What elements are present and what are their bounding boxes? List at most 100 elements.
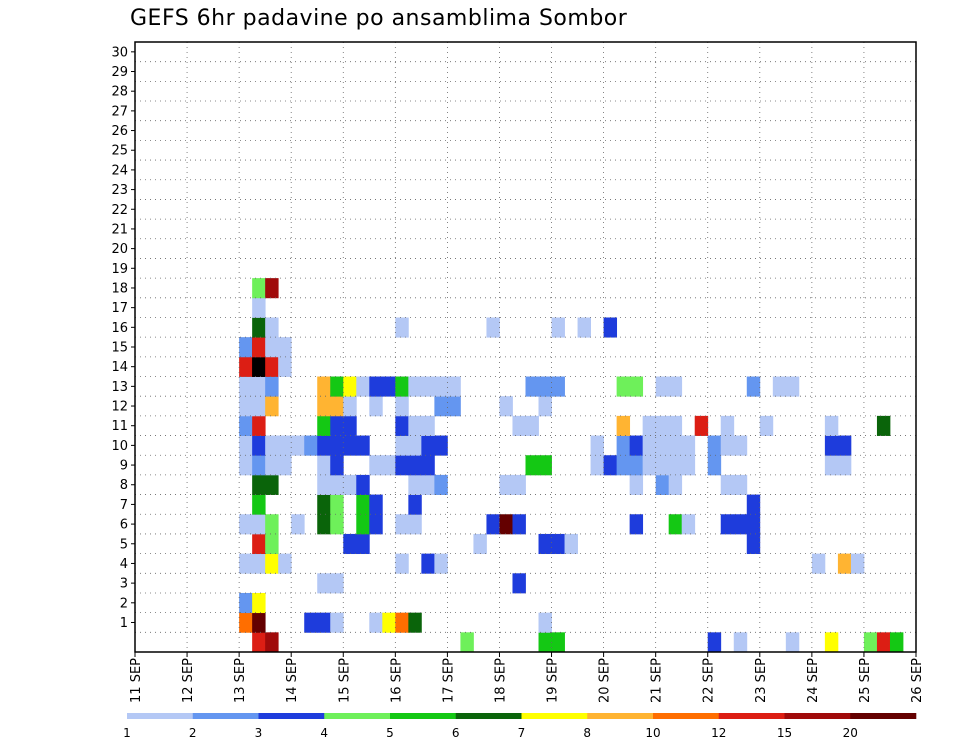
heatmap-cell: [837, 553, 852, 574]
heatmap-cell: [369, 455, 383, 476]
heatmap-cell: [356, 514, 370, 535]
heatmap-cell: [447, 376, 461, 397]
colorbar-label: 20: [843, 726, 858, 740]
heatmap-cell: [434, 474, 448, 495]
heatmap-cell: [551, 317, 565, 338]
heatmap-cell: [265, 435, 279, 456]
heatmap-cell: [317, 376, 331, 397]
heatmap-cell: [252, 612, 266, 633]
heatmap-cell: [434, 553, 448, 574]
heatmap-cell: [655, 415, 670, 436]
heatmap-cell: [889, 632, 904, 653]
heatmap-cell: [343, 415, 357, 436]
heatmap-cell: [252, 396, 266, 417]
heatmap-cell: [811, 553, 826, 574]
y-tick-label: 2: [120, 596, 128, 611]
heatmap-cell: [356, 435, 370, 456]
heatmap-cell: [746, 533, 761, 555]
heatmap-cell: [616, 455, 631, 476]
y-tick-labels: 1234567891011121314151617181920212223242…: [111, 45, 135, 631]
heatmap-cell: [525, 455, 539, 476]
heatmap-cell: [538, 376, 552, 397]
heatmap-cell: [408, 376, 422, 397]
x-tick-label: 19 SEP: [546, 658, 561, 703]
heatmap-cell: [356, 474, 370, 495]
y-tick-label: 12: [111, 400, 128, 415]
x-tick-label: 18 SEP: [493, 658, 508, 703]
heatmap-cell: [317, 415, 331, 436]
heatmap-cell: [655, 376, 670, 397]
heatmap-cell: [590, 435, 604, 456]
heatmap-cell: [239, 553, 253, 574]
heatmap-cell: [252, 317, 266, 338]
heatmap-cell: [265, 317, 279, 338]
heatmap-cell: [668, 415, 683, 436]
heatmap-cell: [694, 415, 709, 436]
heatmap-cell: [421, 376, 435, 397]
colorbar-label: 7: [518, 726, 526, 740]
heatmap-cell: [473, 533, 487, 555]
heatmap-cell: [356, 533, 370, 555]
colorbar-label: 10: [645, 726, 660, 740]
colorbar-segment: [127, 713, 194, 719]
heatmap-cell: [720, 415, 735, 436]
heatmap-cell: [369, 396, 383, 417]
heatmap-cell: [525, 376, 539, 397]
x-tick-label: 16 SEP: [389, 658, 404, 703]
heatmap-cell: [876, 632, 891, 653]
x-tick-label: 25 SEP: [858, 658, 873, 703]
heatmap-cell: [499, 514, 513, 535]
heatmap-cell: [239, 396, 253, 417]
heatmap-cell: [252, 415, 266, 436]
y-tick-label: 17: [111, 301, 128, 316]
heatmap-cell: [239, 376, 253, 397]
heatmap-cell: [317, 435, 331, 456]
heatmap-cell: [668, 455, 683, 476]
heatmap-cell: [265, 455, 279, 476]
heatmap-cell: [265, 396, 279, 417]
heatmap-cell: [629, 435, 644, 456]
heatmap-cell: [707, 435, 722, 456]
heatmap-cell: [876, 415, 891, 436]
y-tick-label: 6: [120, 518, 128, 533]
heatmap-cell: [252, 592, 266, 614]
heatmap-cell: [629, 474, 644, 495]
heatmap-cell: [291, 514, 305, 535]
heatmap-cell: [486, 317, 500, 338]
heatmap-cell: [330, 415, 344, 436]
x-tick-label: 14 SEP: [285, 658, 300, 703]
colorbar-label: 15: [777, 726, 792, 740]
colorbar-segment: [718, 713, 785, 719]
heatmap-cell: [239, 592, 253, 614]
heatmap-cell: [369, 494, 383, 515]
heatmap-cell: [252, 435, 266, 456]
colorbar-label: 5: [386, 726, 394, 740]
heatmap-cell: [265, 533, 279, 555]
colorbar-label: 8: [583, 726, 591, 740]
heatmap-cell: [538, 612, 552, 633]
heatmap-cell: [265, 337, 279, 358]
heatmap-cell: [577, 317, 591, 338]
heatmap-cell: [616, 376, 631, 397]
colorbar: 1 2 3 4 5 6 7 8 10 12 15 20: [123, 713, 917, 740]
heatmap-cell: [239, 337, 253, 358]
heatmap-cell: [538, 632, 552, 653]
heatmap-cell: [395, 455, 409, 476]
heatmap-cell: [460, 632, 474, 653]
heatmap-cell: [746, 376, 761, 397]
heatmap-cell: [850, 553, 865, 574]
heatmap-cell: [655, 455, 670, 476]
heatmap-cell: [239, 356, 253, 377]
y-tick-label: 23: [111, 183, 128, 198]
y-tick-label: 24: [111, 163, 128, 178]
heatmap-cell: [421, 435, 435, 456]
heatmap-cell: [317, 573, 331, 594]
heatmap-cell: [720, 435, 735, 456]
y-tick-label: 20: [111, 242, 128, 257]
heatmap-cell: [408, 494, 422, 515]
y-tick-label: 16: [111, 321, 128, 336]
heatmap-cell: [317, 474, 331, 495]
heatmap-cell: [759, 415, 774, 436]
heatmap-cell: [720, 474, 735, 495]
heatmap-cell: [278, 553, 292, 574]
